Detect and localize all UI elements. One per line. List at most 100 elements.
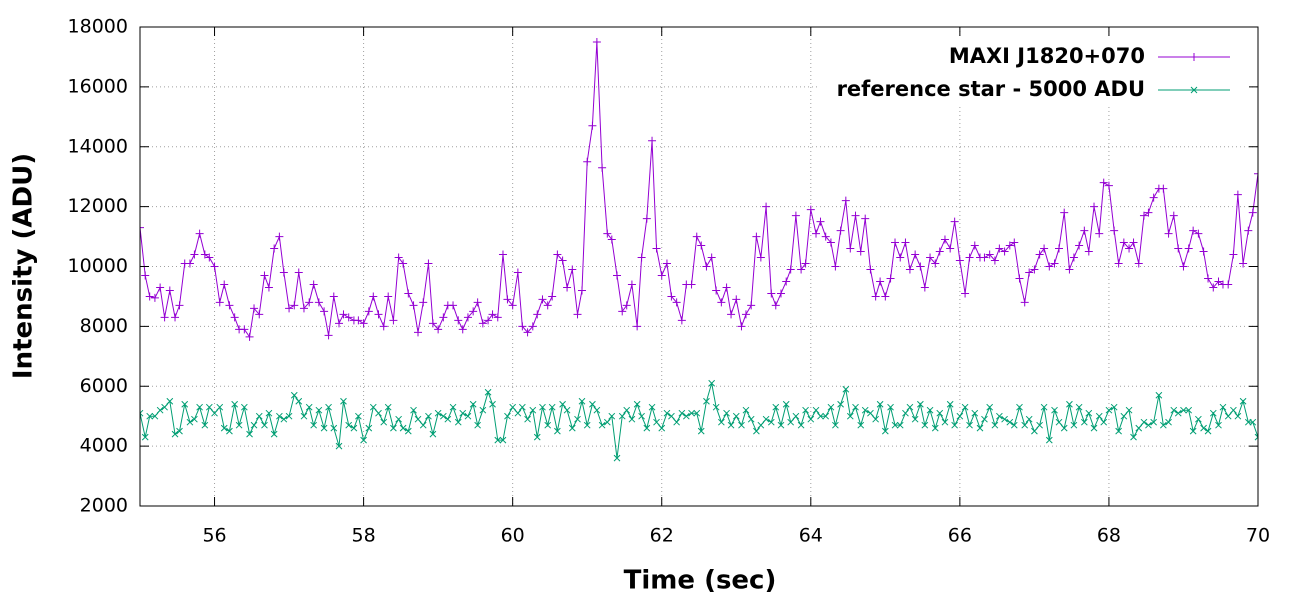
data-point [1170,406,1178,414]
data-point [399,424,407,432]
data-point [1065,265,1074,274]
data-point [1015,274,1024,283]
data-point [921,421,929,429]
data-point [1204,427,1212,435]
data-point [648,403,656,411]
data-point [1051,406,1058,414]
data-point [395,415,402,423]
data-point [449,403,457,411]
data-point [642,214,651,223]
data-point [1169,211,1178,220]
data-point [603,418,611,426]
data-point [1104,181,1113,190]
x-tick-label: 64 [799,525,823,547]
data-point [762,202,771,211]
data-point [1105,406,1113,414]
legend-background [820,36,1252,106]
data-point [523,328,532,337]
data-point [1099,178,1108,187]
data-point [777,421,785,429]
data-point [980,253,989,262]
data-point [881,292,890,301]
data-point [518,322,527,331]
data-point [425,412,432,420]
data-point [741,310,750,319]
data-point [1021,421,1029,429]
data-point [712,286,721,295]
data-point [723,409,730,417]
x-tick-label: 56 [202,525,226,547]
data-point [1075,403,1083,411]
data-point [295,397,303,405]
data-point [717,298,726,307]
data-point [1155,391,1163,399]
data-point [270,430,278,438]
data-point [410,406,417,414]
data-point [409,301,418,310]
x-tick-label: 66 [948,525,972,547]
data-point [926,406,934,414]
data-point [1084,247,1093,256]
data-point [1060,424,1068,432]
data-point [1174,409,1182,417]
data-point [195,229,204,238]
data-point [474,421,481,429]
data-point [697,427,705,435]
data-point [528,322,537,331]
series-line [140,41,1258,339]
data-point [1040,244,1049,253]
data-point [419,298,428,307]
data-point [260,271,269,280]
data-point [1130,433,1137,441]
data-point [325,403,332,411]
data-point [294,268,303,277]
data-point [1150,418,1158,426]
data-point [548,403,556,411]
data-point [220,280,229,289]
data-point [1239,397,1247,405]
data-point [360,436,367,444]
data-point [1000,247,1009,256]
data-point [350,424,358,432]
data-point [473,298,482,307]
data-point [837,400,844,408]
data-point [231,400,239,408]
data-point [608,412,616,420]
ticks: 2000 4000 6000 8000 10000 12000 14000 16000 1800… [68,16,1271,547]
data-point [692,232,701,241]
data-point [345,421,353,429]
data-point [961,289,970,298]
x-axis-label: Time (sec) [624,566,777,596]
data-point [1085,409,1093,417]
data-point [672,298,681,307]
data-point [1224,280,1233,289]
data-point [434,409,442,417]
data-point [856,247,865,256]
data-point [950,217,959,226]
data-point [1110,226,1119,235]
data-point [220,424,228,432]
data-point [667,292,676,301]
data-point [1095,229,1104,238]
data-point [846,244,855,253]
data-point [404,289,413,298]
data-point [384,292,393,301]
data-point [906,403,914,411]
data-point [1174,244,1183,253]
data-point [1125,244,1134,253]
data-point [727,421,735,429]
data-point [185,259,194,268]
data-point [498,250,507,259]
x-tick-label: 70 [1246,525,1270,547]
data-point [722,283,731,292]
data-point [508,301,517,310]
data-point [1248,208,1257,217]
data-point [205,253,214,262]
data-point [380,418,388,426]
data-point [315,406,323,414]
data-point [876,400,884,408]
data-point [314,298,323,307]
data-point [841,196,850,205]
data-point [161,403,168,411]
data-point [593,406,601,414]
